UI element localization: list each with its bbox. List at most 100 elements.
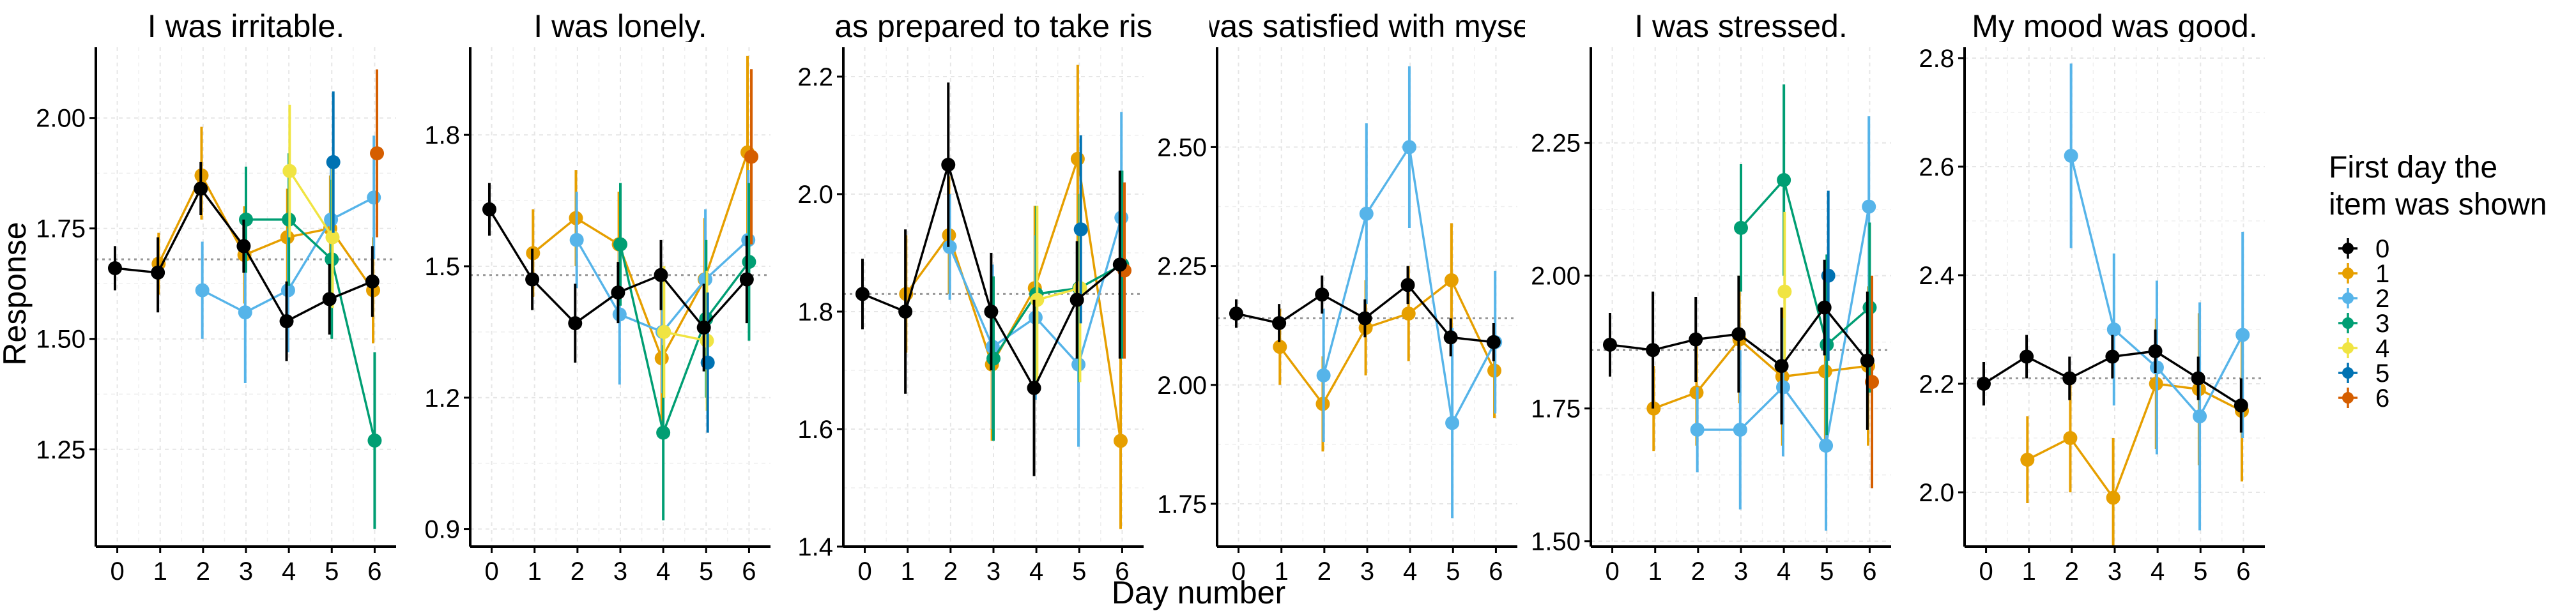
data-point <box>238 305 252 320</box>
data-point <box>1602 337 1617 352</box>
panel-2: 0 1 2 3 4 5 6 0.9 1.2 1.5 1.8 I was lonely. <box>424 8 770 586</box>
data-point <box>365 274 379 289</box>
series-line-1 <box>157 172 374 291</box>
series-2 <box>1690 116 1876 531</box>
x-tick-label: 6 <box>1115 557 1129 586</box>
y-tick-label: 1.2 <box>424 384 460 412</box>
data-point <box>1817 300 1832 315</box>
panel-title: My mood was good. <box>1972 8 2257 44</box>
data-point <box>2191 371 2205 386</box>
x-tick-label: 5 <box>699 557 713 586</box>
data-point <box>1486 335 1501 349</box>
series-1 <box>2020 313 2250 547</box>
data-point <box>2063 431 2078 445</box>
x-tick-label: 0 <box>1979 557 1993 586</box>
y-tick-label: 2.25 <box>1531 130 1581 158</box>
x-tick-label: 3 <box>2108 557 2122 586</box>
data-point <box>744 149 759 164</box>
data-point <box>2235 328 2250 342</box>
legend-entry-5: 5 <box>2338 359 2389 388</box>
data-point <box>279 314 294 329</box>
x-tick-label: 4 <box>1029 557 1043 586</box>
panel-data <box>482 56 759 520</box>
y-tick-label: 2.8 <box>1919 45 1954 73</box>
series-line-3 <box>619 244 750 437</box>
data-point <box>1358 311 1372 326</box>
y-tick-label: 1.50 <box>1531 528 1581 556</box>
data-point <box>1777 172 1791 187</box>
data-point <box>326 155 341 169</box>
panel-title: I was satisfied with myself. <box>1179 8 1555 44</box>
data-point <box>1734 220 1748 235</box>
data-point <box>367 190 381 205</box>
data-point <box>1443 330 1458 345</box>
y-tick-label: 2.0 <box>1919 479 1954 507</box>
data-point <box>1862 300 1877 315</box>
data-point <box>942 239 957 254</box>
legend-label: 2 <box>2375 285 2389 313</box>
data-point <box>151 265 165 280</box>
data-point <box>696 321 711 335</box>
y-tick-label: 1.4 <box>797 533 833 561</box>
series-5 <box>326 91 341 233</box>
data-point <box>2149 360 2164 375</box>
legend-label: 1 <box>2375 260 2389 288</box>
panel-data <box>855 64 1132 529</box>
data-point <box>941 158 956 172</box>
data-point <box>280 283 295 298</box>
x-tick-label: 6 <box>2236 557 2250 586</box>
legend-entry-0: 0 <box>2338 235 2389 263</box>
panel-3: 0 1 2 3 4 5 6 1.4 1.6 1.8 2.0 2.2 I was prepared to … <box>797 8 1151 586</box>
series-line-4 <box>288 170 334 238</box>
series-6 <box>370 69 385 238</box>
x-tick-label: 4 <box>1777 557 1791 586</box>
data-point <box>1359 206 1374 221</box>
series-3 <box>1734 84 1877 435</box>
data-point <box>1114 434 1128 448</box>
data-point <box>611 285 625 300</box>
x-tick-label: 6 <box>1489 557 1503 586</box>
x-tick-label: 5 <box>2193 557 2207 586</box>
x-tick-label: 4 <box>1403 557 1417 586</box>
data-point <box>367 433 382 448</box>
panel-data <box>1602 84 1880 531</box>
data-point <box>855 287 870 301</box>
x-tick-label: 1 <box>1648 557 1662 586</box>
panel-data <box>1229 66 1503 518</box>
x-tick-label: 0 <box>857 557 871 586</box>
panel-grid <box>843 47 1144 547</box>
data-point <box>1733 422 1747 437</box>
y-tick-label: 2.6 <box>1919 153 1954 181</box>
x-tick-label: 2 <box>196 557 210 586</box>
data-point <box>282 163 297 178</box>
data-point <box>986 351 1000 366</box>
y-axis-label: Response <box>0 222 33 365</box>
x-tick-label: 1 <box>901 557 915 586</box>
data-point <box>742 255 756 269</box>
data-point <box>569 232 584 247</box>
data-point <box>1774 359 1789 374</box>
series-line-1 <box>1653 338 1869 410</box>
data-point <box>525 272 540 287</box>
series-line-3 <box>246 218 376 441</box>
legend-key-point <box>2342 392 2354 404</box>
y-tick-label: 1.75 <box>1157 490 1207 518</box>
y-tick-label: 1.25 <box>36 436 86 464</box>
series-line-1 <box>1278 278 1496 406</box>
panel-1: 0 1 2 3 4 5 6 1.25 1.50 1.75 2.00 I was irritable. <box>36 8 396 586</box>
data-point <box>370 146 385 161</box>
x-tick-label: 3 <box>1360 557 1374 586</box>
series-0 <box>107 162 379 361</box>
series-line-1 <box>532 152 749 361</box>
data-point <box>1073 222 1088 237</box>
data-point <box>1860 353 1874 368</box>
series-0 <box>1602 259 1874 430</box>
data-point <box>1689 332 1703 347</box>
y-tick-label: 2.00 <box>36 105 86 133</box>
data-point <box>2234 398 2248 412</box>
panel-data <box>107 69 385 529</box>
panel-data <box>1976 63 2250 547</box>
x-tick-label: 6 <box>367 557 381 586</box>
legend-title-line-2: item was shown <box>2329 188 2547 222</box>
legend-label: 5 <box>2375 359 2389 388</box>
